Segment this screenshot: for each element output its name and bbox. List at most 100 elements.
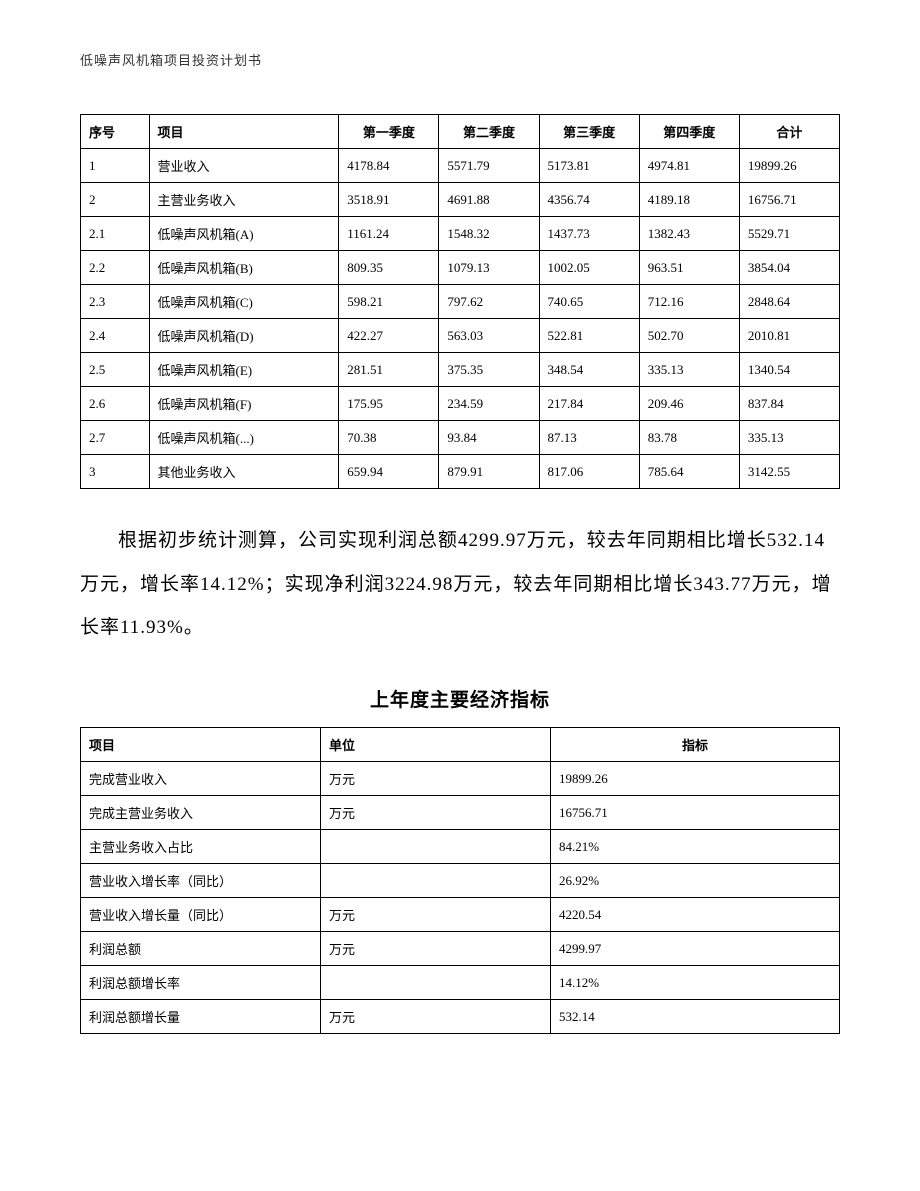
col-header-item: 项目 — [149, 115, 339, 149]
table-cell: 963.51 — [639, 251, 739, 285]
table-cell: 19899.26 — [739, 149, 839, 183]
col-header-seq: 序号 — [81, 115, 150, 149]
table-cell — [321, 864, 551, 898]
table-cell: 3142.55 — [739, 455, 839, 489]
table-cell: 主营业务收入 — [149, 183, 339, 217]
table-cell: 1 — [81, 149, 150, 183]
table-cell: 87.13 — [539, 421, 639, 455]
table-cell: 2.3 — [81, 285, 150, 319]
table-cell — [321, 830, 551, 864]
table-cell: 16756.71 — [739, 183, 839, 217]
economic-indicators-table: 项目 单位 指标 完成营业收入万元19899.26完成主营业务收入万元16756… — [80, 727, 840, 1034]
table-row: 主营业务收入占比 84.21% — [81, 830, 840, 864]
table-header-row: 序号 项目 第一季度 第二季度 第三季度 第四季度 合计 — [81, 115, 840, 149]
table-cell: 1437.73 — [539, 217, 639, 251]
table-header-row: 项目 单位 指标 — [81, 728, 840, 762]
col-header-q3: 第三季度 — [539, 115, 639, 149]
table-cell: 2 — [81, 183, 150, 217]
table-cell: 2.1 — [81, 217, 150, 251]
table-cell: 217.84 — [539, 387, 639, 421]
table-cell: 3518.91 — [339, 183, 439, 217]
summary-paragraph: 根据初步统计测算，公司实现利润总额4299.97万元，较去年同期相比增长532.… — [80, 519, 840, 650]
table-cell: 低噪声风机箱(D) — [149, 319, 339, 353]
table-cell: 低噪声风机箱(B) — [149, 251, 339, 285]
table-cell: 712.16 — [639, 285, 739, 319]
table-cell: 335.13 — [739, 421, 839, 455]
col-header-unit: 单位 — [321, 728, 551, 762]
table-cell: 低噪声风机箱(A) — [149, 217, 339, 251]
table-cell: 4220.54 — [551, 898, 840, 932]
table-cell: 营业收入增长率（同比） — [81, 864, 321, 898]
table-cell: 1161.24 — [339, 217, 439, 251]
table-cell: 完成营业收入 — [81, 762, 321, 796]
table-cell: 837.84 — [739, 387, 839, 421]
table-row: 利润总额增长率14.12% — [81, 966, 840, 1000]
table-cell: 83.78 — [639, 421, 739, 455]
table-cell: 万元 — [321, 932, 551, 966]
col-header-indicator: 指标 — [551, 728, 840, 762]
table-cell: 16756.71 — [551, 796, 840, 830]
table-cell: 主营业务收入占比 — [81, 830, 321, 864]
table-cell: 万元 — [321, 762, 551, 796]
table-cell: 502.70 — [639, 319, 739, 353]
col-header-q2: 第二季度 — [439, 115, 539, 149]
table-row: 2.1低噪声风机箱(A)1161.241548.321437.731382.43… — [81, 217, 840, 251]
col-header-q1: 第一季度 — [339, 115, 439, 149]
table-cell — [321, 966, 551, 1000]
table-cell: 利润总额增长量 — [81, 1000, 321, 1034]
table-cell: 175.95 — [339, 387, 439, 421]
table-cell: 70.38 — [339, 421, 439, 455]
table-cell: 万元 — [321, 796, 551, 830]
table-cell: 93.84 — [439, 421, 539, 455]
table-cell: 利润总额 — [81, 932, 321, 966]
table-cell: 1340.54 — [739, 353, 839, 387]
table-row: 3其他业务收入659.94879.91817.06785.643142.55 — [81, 455, 840, 489]
table-cell: 2010.81 — [739, 319, 839, 353]
table-cell: 4299.97 — [551, 932, 840, 966]
table-cell: 335.13 — [639, 353, 739, 387]
col-header-project: 项目 — [81, 728, 321, 762]
table-cell: 4356.74 — [539, 183, 639, 217]
table-cell: 营业收入增长量（同比） — [81, 898, 321, 932]
table-cell: 其他业务收入 — [149, 455, 339, 489]
table-cell: 2.2 — [81, 251, 150, 285]
table-cell: 2848.64 — [739, 285, 839, 319]
table-row: 1营业收入4178.845571.795173.814974.8119899.2… — [81, 149, 840, 183]
table-cell: 3854.04 — [739, 251, 839, 285]
table-cell: 低噪声风机箱(...) — [149, 421, 339, 455]
table-cell: 3 — [81, 455, 150, 489]
table-cell: 2.6 — [81, 387, 150, 421]
table-cell: 563.03 — [439, 319, 539, 353]
table-cell: 209.46 — [639, 387, 739, 421]
col-header-q4: 第四季度 — [639, 115, 739, 149]
table-cell: 348.54 — [539, 353, 639, 387]
table-row: 营业收入增长量（同比）万元4220.54 — [81, 898, 840, 932]
quarterly-revenue-table: 序号 项目 第一季度 第二季度 第三季度 第四季度 合计 1营业收入4178.8… — [80, 114, 840, 489]
table-cell: 522.81 — [539, 319, 639, 353]
table-cell: 14.12% — [551, 966, 840, 1000]
table-row: 利润总额增长量万元532.14 — [81, 1000, 840, 1034]
table-cell: 营业收入 — [149, 149, 339, 183]
table-cell: 84.21% — [551, 830, 840, 864]
table-cell: 1382.43 — [639, 217, 739, 251]
table-row: 2主营业务收入3518.914691.884356.744189.1816756… — [81, 183, 840, 217]
table-cell: 281.51 — [339, 353, 439, 387]
table-cell: 2.4 — [81, 319, 150, 353]
table-row: 2.5低噪声风机箱(E)281.51375.35348.54335.131340… — [81, 353, 840, 387]
table-cell: 422.27 — [339, 319, 439, 353]
table-cell: 809.35 — [339, 251, 439, 285]
table-row: 2.2低噪声风机箱(B)809.351079.131002.05963.5138… — [81, 251, 840, 285]
table-cell: 5529.71 — [739, 217, 839, 251]
table-cell: 低噪声风机箱(F) — [149, 387, 339, 421]
table-cell: 234.59 — [439, 387, 539, 421]
table-row: 2.3低噪声风机箱(C)598.21797.62740.65712.162848… — [81, 285, 840, 319]
section-title: 上年度主要经济指标 — [80, 685, 840, 712]
table-cell: 万元 — [321, 1000, 551, 1034]
table-cell: 低噪声风机箱(E) — [149, 353, 339, 387]
table-row: 完成营业收入万元19899.26 — [81, 762, 840, 796]
table-row: 2.4低噪声风机箱(D)422.27563.03522.81502.702010… — [81, 319, 840, 353]
table-cell: 5173.81 — [539, 149, 639, 183]
table-cell: 879.91 — [439, 455, 539, 489]
table-cell: 532.14 — [551, 1000, 840, 1034]
table-row: 营业收入增长率（同比）26.92% — [81, 864, 840, 898]
